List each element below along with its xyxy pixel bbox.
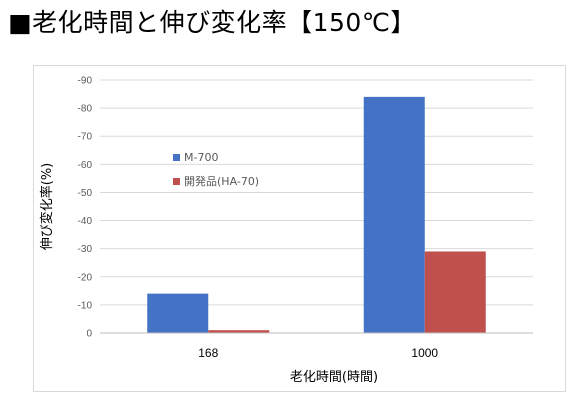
y-tick-label: -20 <box>78 272 93 283</box>
y-tick-label: -50 <box>78 188 93 199</box>
legend-swatch <box>173 154 180 161</box>
y-tick-label: 0 <box>86 329 92 340</box>
legend-label: M-700 <box>184 151 218 164</box>
bar-開発品(HA-70)-168 <box>208 330 270 333</box>
y-tick-label: -10 <box>78 300 93 311</box>
slide-title: ■老化時間と伸び変化率【150℃】 <box>8 8 416 37</box>
legend-label: 開発品(HA-70) <box>184 174 259 188</box>
y-tick-label: -30 <box>78 244 93 255</box>
legend-swatch <box>173 178 180 185</box>
x-tick-label: 168 <box>198 346 218 360</box>
y-tick-label: -40 <box>78 216 93 227</box>
y-tick-label: -90 <box>78 76 93 87</box>
bar-chart: 0 -10 -20 -30 -40 -50 -60 -70 -80 -90 168 1000 M-700… <box>39 76 533 385</box>
chart-area: 0 -10 -20 -30 -40 -50 -60 -70 -80 -90 168 1000 M-700… <box>33 65 566 392</box>
y-tick-label: -80 <box>78 104 93 115</box>
y-tick-label: -60 <box>78 160 93 171</box>
x-axis-title: 老化時間(時間) <box>290 370 378 385</box>
bar-開発品(HA-70)-1000 <box>424 251 486 333</box>
y-tick-label: -70 <box>78 132 93 143</box>
bar-M-700-1000 <box>363 96 425 333</box>
x-tick-label: 1000 <box>411 346 438 360</box>
y-axis-title: 伸び変化率(%) <box>39 163 55 251</box>
bar-M-700-168 <box>147 293 209 333</box>
